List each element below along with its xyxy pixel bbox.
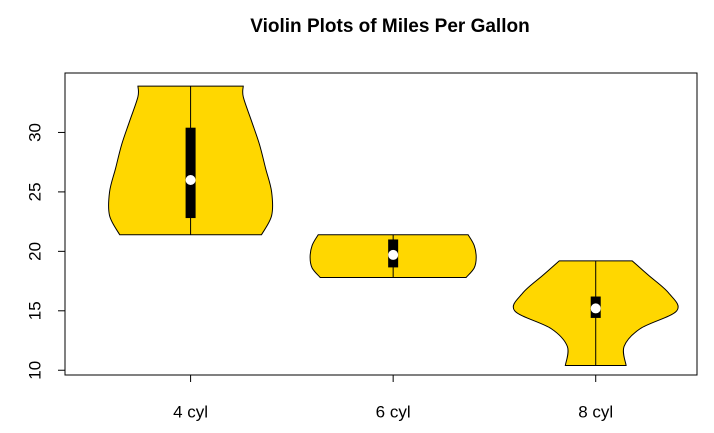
x-tick-label: 4 cyl <box>173 402 208 421</box>
chart-title: Violin Plots of Miles Per Gallon <box>250 16 529 37</box>
median <box>590 303 601 314</box>
y-tick-label: 15 <box>25 301 44 320</box>
x-tick-label: 8 cyl <box>578 402 613 421</box>
y-tick-label: 10 <box>25 361 44 380</box>
x-tick-label: 6 cyl <box>376 402 411 421</box>
median <box>388 249 399 260</box>
y-tick-label: 20 <box>25 242 44 261</box>
iqr-box <box>185 127 196 219</box>
y-tick-label: 30 <box>25 123 44 142</box>
y-tick-label: 25 <box>25 182 44 201</box>
plot-frame <box>64 72 698 376</box>
median <box>185 175 196 186</box>
